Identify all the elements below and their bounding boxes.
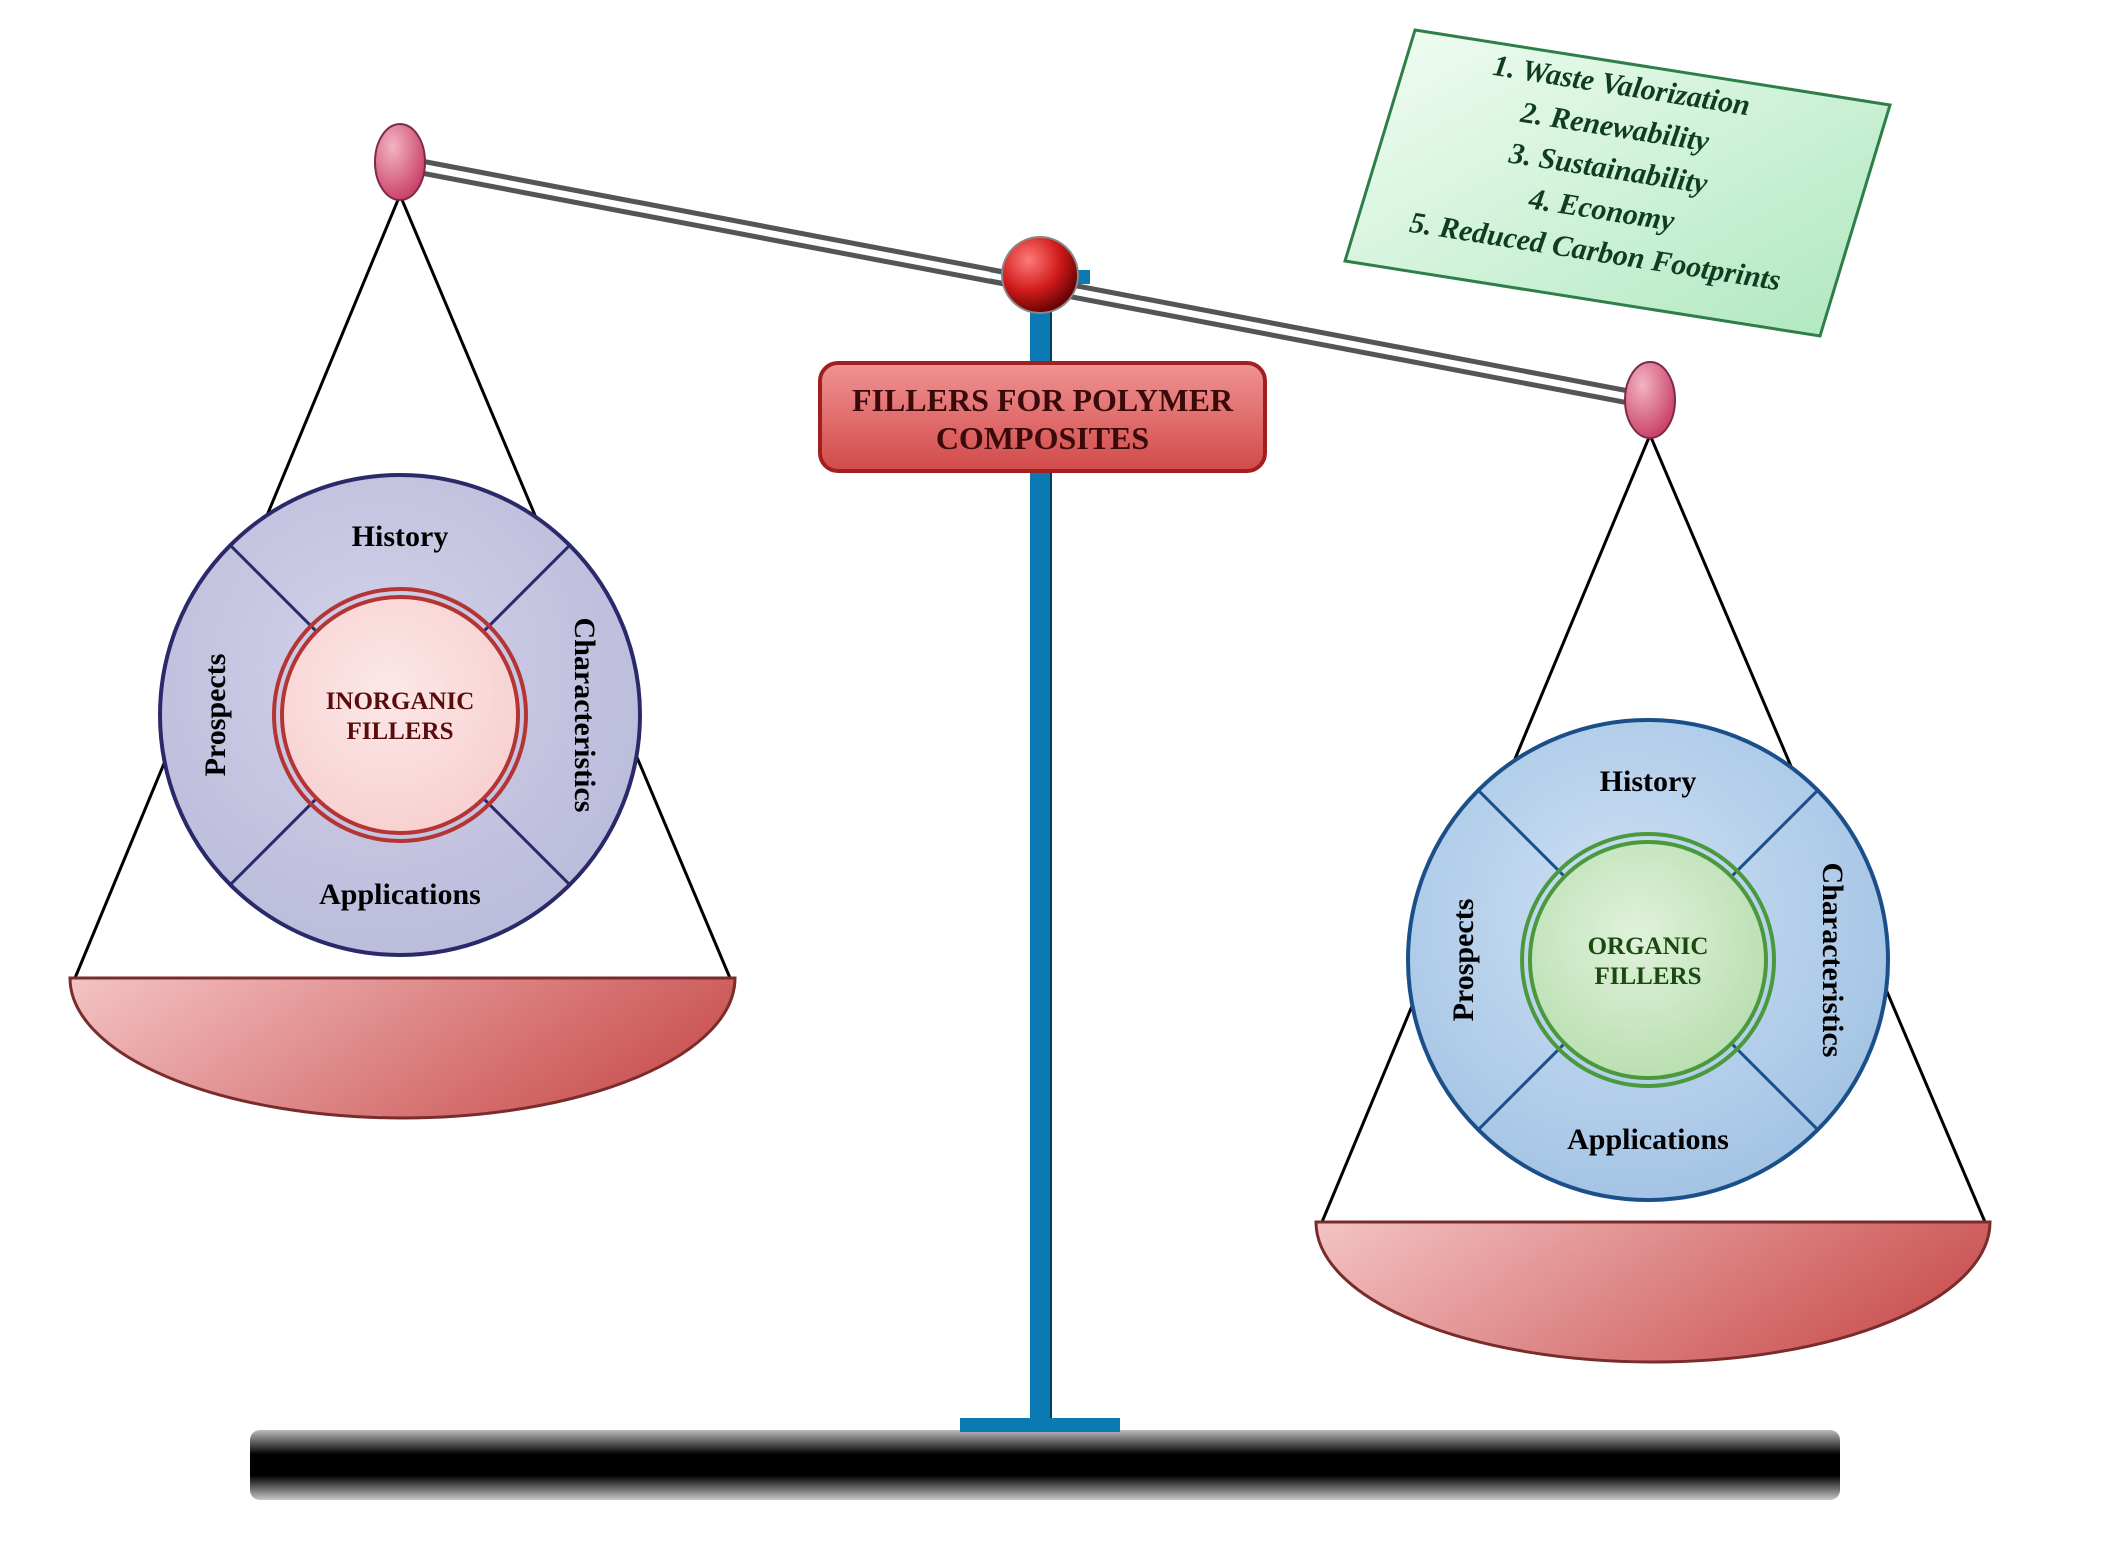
wheel-center-line1: ORGANIC (1588, 933, 1709, 960)
right-pan (1316, 1222, 1990, 1362)
right-pivot (1625, 362, 1675, 438)
center-label-line1: FILLERS FOR POLYMER (852, 382, 1234, 418)
center-label-line2: COMPOSITES (936, 420, 1149, 456)
scale-base (250, 1430, 1840, 1500)
wheel-label-top: History (1600, 765, 1697, 798)
wheel-label-left: Prospects (1447, 899, 1480, 1022)
wheel-inner (1530, 842, 1766, 1078)
wheel-label-left: Prospects (199, 654, 232, 777)
wheel-center-line2: FILLERS (347, 718, 454, 745)
wheel-label-right: Characteristics (1816, 863, 1849, 1058)
wheel-label-bottom: Applications (1567, 1123, 1729, 1156)
left-wheel: INORGANIC FILLERS History Characteristics Ap… (160, 475, 640, 955)
wheel-label-bottom: Applications (319, 878, 481, 911)
right-wheel: ORGANIC FILLERS History Characteristics Appl… (1408, 720, 1888, 1200)
left-pan (70, 978, 735, 1118)
left-pivot (375, 124, 425, 200)
wheel-label-right: Characteristics (568, 618, 601, 813)
wheel-center-line1: INORGANIC (326, 688, 475, 715)
diagram-canvas: INORGANIC FILLERS History Characteristics Ap… (0, 0, 2128, 1560)
fulcrum-ball (1002, 237, 1078, 313)
wheel-label-top: History (352, 520, 449, 553)
wheel-center-line2: FILLERS (1595, 963, 1702, 990)
wheel-inner (282, 597, 518, 833)
pole-base-bar (960, 1418, 1120, 1432)
